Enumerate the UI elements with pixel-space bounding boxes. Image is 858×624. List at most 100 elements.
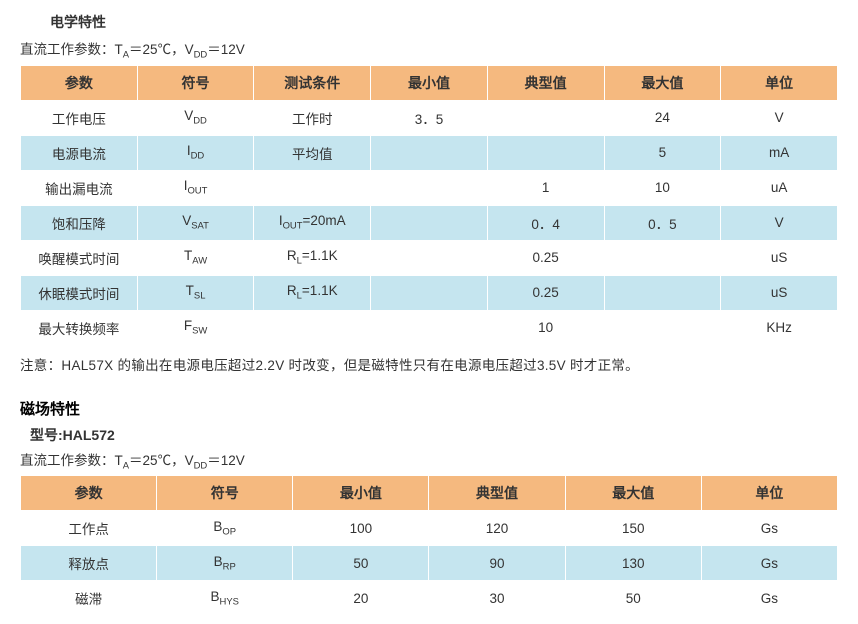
cell-param: 最大转换频率 <box>21 310 138 345</box>
col-cond: 测试条件 <box>254 65 371 100</box>
table-row: 输出漏电流IOUT 110uA <box>21 170 838 205</box>
col-max: 最大值 <box>604 65 721 100</box>
cell-unit: uA <box>721 170 838 205</box>
cell-min <box>371 170 488 205</box>
cell-max: 10 <box>604 170 721 205</box>
table-row: 电源电流IDD平均值5mA <box>21 135 838 170</box>
cell-max: 130 <box>565 546 701 581</box>
cell-unit: KHz <box>721 310 838 345</box>
cell-typ: 30 <box>429 581 565 616</box>
cond1-prefix: 直流工作参数：T <box>20 42 123 57</box>
cond1-mid: ＝25℃，V <box>129 42 194 57</box>
col-min: 最小值 <box>371 65 488 100</box>
cell-param: 工作点 <box>21 511 157 546</box>
cond1-suffix: ＝12V <box>207 42 245 57</box>
col-typ: 典型值 <box>487 65 604 100</box>
cell-unit: uS <box>721 275 838 310</box>
electrical-characteristics-table: 参数 符号 测试条件 最小值 典型值 最大值 单位 工作电压VDD工作时3．5 2… <box>20 65 838 346</box>
table-row: 工作点BOP100120150Gs <box>21 511 838 546</box>
cell-unit: Gs <box>701 511 837 546</box>
table-row: 唤醒模式时间TAWRL=1.1K0.25uS <box>21 240 838 275</box>
table-header-row: 参数 符号 测试条件 最小值 典型值 最大值 单位 <box>21 65 838 100</box>
cond1-sub2: DD <box>194 50 208 61</box>
cell-param: 工作电压 <box>21 100 138 135</box>
cell-symbol: TAW <box>137 240 254 275</box>
cell-typ <box>487 135 604 170</box>
cell-typ: 1 <box>487 170 604 205</box>
cell-min <box>371 205 488 240</box>
cell-min <box>371 240 488 275</box>
cell-min: 100 <box>293 511 429 546</box>
cell-max <box>604 275 721 310</box>
cell-symbol: VDD <box>137 100 254 135</box>
cell-max <box>604 310 721 345</box>
cell-typ <box>487 100 604 135</box>
cell-unit: Gs <box>701 581 837 616</box>
cell-typ: 0.25 <box>487 275 604 310</box>
col-unit: 单位 <box>721 65 838 100</box>
cell-typ: 90 <box>429 546 565 581</box>
cell-min <box>371 135 488 170</box>
cell-param: 输出漏电流 <box>21 170 138 205</box>
cell-condition: 平均值 <box>254 135 371 170</box>
table-row: 饱和压降VSATIOUT=20mA 0．40．5V <box>21 205 838 240</box>
table-row: 工作电压VDD工作时3．5 24V <box>21 100 838 135</box>
note-text: 注意：HAL57X 的输出在电源电压超过2.2V 时改变，但是磁特性只有在电源电… <box>20 354 838 374</box>
table-row: 休眠模式时间TSLRL=1.1K0.25uS <box>21 275 838 310</box>
cell-param: 释放点 <box>21 546 157 581</box>
cell-max <box>604 240 721 275</box>
col-max: 最大值 <box>565 476 701 511</box>
cell-max: 0．5 <box>604 205 721 240</box>
conditions-line-1: 直流工作参数：TA＝25℃，VDD＝12V <box>20 38 838 61</box>
cell-symbol: VSAT <box>137 205 254 240</box>
cell-typ: 10 <box>487 310 604 345</box>
cell-symbol: BRP <box>157 546 293 581</box>
section-title-magnetic: 磁场特性 <box>20 398 838 419</box>
cell-unit: Gs <box>701 546 837 581</box>
cell-min: 50 <box>293 546 429 581</box>
section-title-electrical: 电学特性 <box>50 12 838 32</box>
cell-min: 20 <box>293 581 429 616</box>
cell-param: 饱和压降 <box>21 205 138 240</box>
cell-min <box>371 310 488 345</box>
cell-symbol: FSW <box>137 310 254 345</box>
cell-condition: 工作时 <box>254 100 371 135</box>
cell-symbol: BHYS <box>157 581 293 616</box>
cond2-sub2: DD <box>194 460 208 471</box>
cell-param: 磁滞 <box>21 581 157 616</box>
cell-symbol: BOP <box>157 511 293 546</box>
cell-condition <box>254 170 371 205</box>
model-label: 型号:HAL572 <box>30 425 838 445</box>
cell-condition: IOUT=20mA <box>254 205 371 240</box>
cell-param: 电源电流 <box>21 135 138 170</box>
cell-condition <box>254 310 371 345</box>
col-symbol: 符号 <box>157 476 293 511</box>
cell-unit: V <box>721 205 838 240</box>
table-row: 最大转换频率FSW 10 KHz <box>21 310 838 345</box>
col-typ: 典型值 <box>429 476 565 511</box>
table-row: 释放点BRP5090130Gs <box>21 546 838 581</box>
cond2-prefix: 直流工作参数：T <box>20 453 123 468</box>
cell-min: 3．5 <box>371 100 488 135</box>
cell-unit: V <box>721 100 838 135</box>
cell-condition: RL=1.1K <box>254 275 371 310</box>
cell-condition: RL=1.1K <box>254 240 371 275</box>
cond2-mid: ＝25℃，V <box>129 453 194 468</box>
cell-unit: mA <box>721 135 838 170</box>
cell-typ: 0．4 <box>487 205 604 240</box>
cell-max: 150 <box>565 511 701 546</box>
cell-max: 50 <box>565 581 701 616</box>
cell-typ: 120 <box>429 511 565 546</box>
table-row: 磁滞BHYS203050Gs <box>21 581 838 616</box>
col-min: 最小值 <box>293 476 429 511</box>
table-header-row: 参数 符号 最小值 典型值 最大值 单位 <box>21 476 838 511</box>
col-symbol: 符号 <box>137 65 254 100</box>
cell-max: 24 <box>604 100 721 135</box>
cell-unit: uS <box>721 240 838 275</box>
magnetic-characteristics-table: 参数 符号 最小值 典型值 最大值 单位 工作点BOP100120150Gs释放… <box>20 475 838 616</box>
conditions-line-2: 直流工作参数：TA＝25℃，VDD＝12V <box>20 449 838 472</box>
cell-max: 5 <box>604 135 721 170</box>
col-param: 参数 <box>21 476 157 511</box>
cell-symbol: IOUT <box>137 170 254 205</box>
col-param: 参数 <box>21 65 138 100</box>
